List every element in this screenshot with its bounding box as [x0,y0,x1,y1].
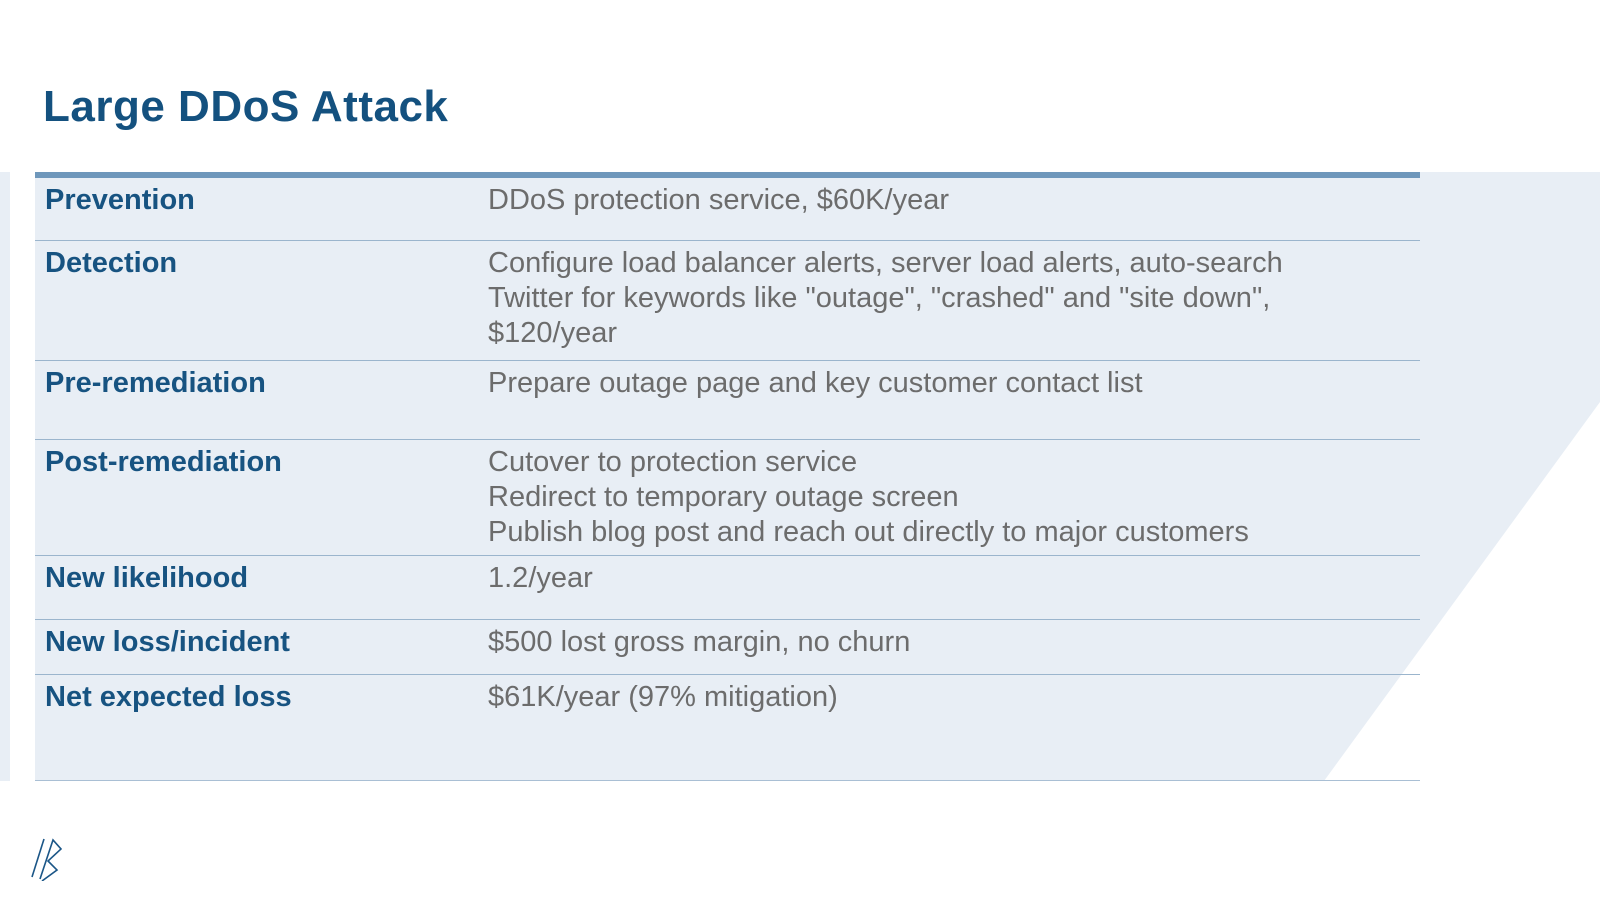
left-accent-strip [0,172,10,781]
row-value: $61K/year (97% mitigation) [488,681,838,713]
row-label: Post-remediation [45,446,282,478]
row-value: Prepare outage page and key customer con… [488,367,1143,399]
row-value: Cutover to protection service Redirect t… [488,446,1249,548]
table-row: Pre-remediation Prepare outage page and … [35,361,1420,440]
row-value: $500 lost gross margin, no churn [488,626,911,658]
table-row: Detection Configure load balancer alerts… [35,241,1420,361]
row-label: Detection [45,247,178,279]
row-label: Pre-remediation [45,367,266,399]
row-label: Prevention [45,184,195,216]
row-value: Configure load balancer alerts, server l… [488,247,1283,349]
row-label: New likelihood [45,562,249,594]
row-value: DDoS protection service, $60K/year [488,184,949,216]
risk-table: Prevention DDoS protection service, $60K… [35,172,1420,781]
row-label: Net expected loss [45,681,292,713]
double-slash-logo-icon [31,838,63,881]
table-row: Post-remediation Cutover to protection s… [35,440,1420,556]
table-row: New loss/incident $500 lost gross margin… [35,620,1420,675]
row-label: New loss/incident [45,626,290,658]
table-row: Prevention DDoS protection service, $60K… [35,178,1420,241]
table-row: Net expected loss $61K/year (97% mitigat… [35,675,1420,781]
table-row: New likelihood 1.2/year [35,556,1420,620]
page-title: Large DDoS Attack [43,82,449,131]
row-value: 1.2/year [488,562,593,594]
